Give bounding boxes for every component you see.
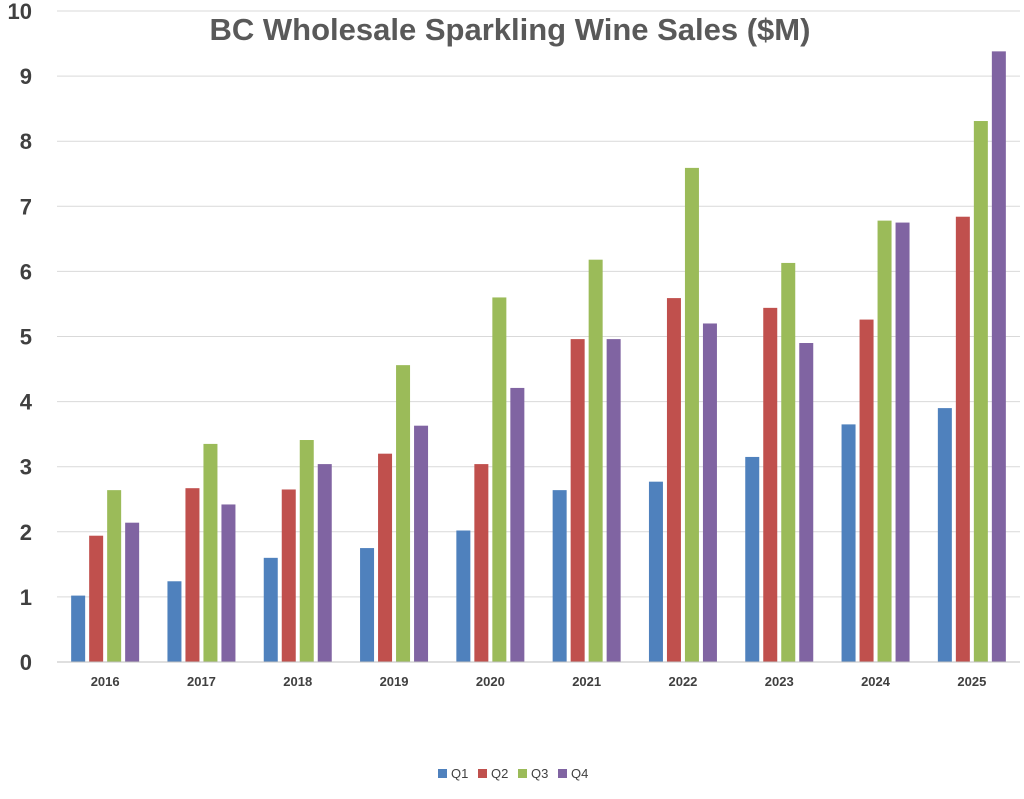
- bar-q1-2018: [263, 557, 278, 662]
- bar-q3-2016: [107, 490, 122, 662]
- bar-q4-2022: [702, 323, 717, 662]
- x-tick-label: 2016: [91, 674, 120, 689]
- bar-q2-2017: [185, 488, 200, 662]
- x-tick-label: 2022: [668, 674, 697, 689]
- y-tick-label: 0: [20, 650, 32, 675]
- legend-item-q4: Q4: [558, 766, 588, 781]
- chart-title: BC Wholesale Sparkling Wine Sales ($M): [210, 12, 811, 47]
- bar-q4-2020: [510, 387, 525, 662]
- bar-q3-2023: [781, 262, 796, 662]
- y-tick-label: 3: [20, 455, 32, 480]
- bar-q3-2022: [684, 167, 699, 663]
- y-tick-label: 6: [20, 259, 32, 284]
- bars: [71, 51, 1006, 663]
- x-tick-label: 2017: [187, 674, 216, 689]
- y-tick-label: 7: [20, 194, 32, 219]
- legend-item-q1: Q1: [438, 766, 468, 781]
- bar-q3-2024: [877, 220, 892, 662]
- bar-q1-2021: [552, 490, 567, 662]
- bar-q1-2017: [167, 581, 182, 662]
- bar-q2-2025: [955, 216, 970, 662]
- legend-swatch: [478, 769, 487, 778]
- bar-q2-2024: [859, 319, 874, 662]
- x-tick-label: 2024: [861, 674, 891, 689]
- bar-q3-2020: [492, 297, 507, 662]
- bar-q4-2025: [991, 51, 1006, 662]
- legend-label: Q3: [531, 766, 548, 781]
- bar-q4-2023: [799, 343, 814, 662]
- axes: 0 1 2 3 4 5 6 7 8 9 10 2016 2017 2018 2019 2020 2021 2022…: [8, 0, 1020, 689]
- y-tick-label: 5: [20, 325, 32, 350]
- legend-item-q2: Q2: [478, 766, 508, 781]
- legend-label: Q4: [571, 766, 588, 781]
- bar-q3-2017: [203, 443, 218, 662]
- y-tick-label: 2: [20, 520, 32, 545]
- bar-q4-2018: [317, 464, 332, 662]
- bar-q1-2022: [648, 481, 663, 662]
- y-tick-label: 8: [20, 129, 32, 154]
- bar-q1-2019: [360, 548, 375, 662]
- y-tick-label: 4: [20, 390, 33, 415]
- legend-swatch: [518, 769, 527, 778]
- x-tick-label: 2021: [572, 674, 601, 689]
- bar-q3-2025: [973, 121, 988, 663]
- x-tick-label: 2025: [957, 674, 986, 689]
- bar-q1-2025: [937, 408, 952, 662]
- legend-item-q3: Q3: [518, 766, 548, 781]
- legend: Q1 Q2 Q3 Q4: [438, 766, 588, 781]
- bar-q2-2023: [763, 307, 778, 662]
- legend-label: Q1: [451, 766, 468, 781]
- bar-q4-2021: [606, 339, 621, 662]
- x-tick-label: 2023: [765, 674, 794, 689]
- x-tick-label: 2020: [476, 674, 505, 689]
- y-tick-label: 1: [20, 585, 32, 610]
- x-tick-label: 2018: [283, 674, 312, 689]
- bar-q4-2017: [221, 504, 236, 662]
- gridlines: [57, 10, 1020, 598]
- bar-q2-2022: [666, 298, 681, 662]
- y-tick-label: 9: [20, 64, 32, 89]
- bar-q2-2020: [474, 464, 489, 662]
- legend-swatch: [558, 769, 567, 778]
- bar-q1-2020: [456, 530, 471, 662]
- bar-q3-2018: [299, 440, 314, 662]
- y-tick-label: 10: [8, 0, 32, 24]
- bar-q2-2021: [570, 339, 585, 662]
- x-tick-label: 2019: [380, 674, 409, 689]
- bar-q3-2019: [396, 365, 411, 662]
- legend-label: Q2: [491, 766, 508, 781]
- bar-q1-2024: [841, 424, 856, 662]
- bar-q1-2016: [71, 595, 86, 662]
- legend-swatch: [438, 769, 447, 778]
- bar-q1-2023: [745, 456, 760, 662]
- bar-q2-2016: [89, 535, 104, 662]
- bar-q4-2024: [895, 222, 910, 662]
- bar-q4-2016: [125, 522, 140, 662]
- bar-q3-2021: [588, 259, 603, 662]
- bar-q4-2019: [414, 425, 429, 662]
- bar-q2-2018: [281, 489, 296, 662]
- bar-q2-2019: [378, 453, 393, 662]
